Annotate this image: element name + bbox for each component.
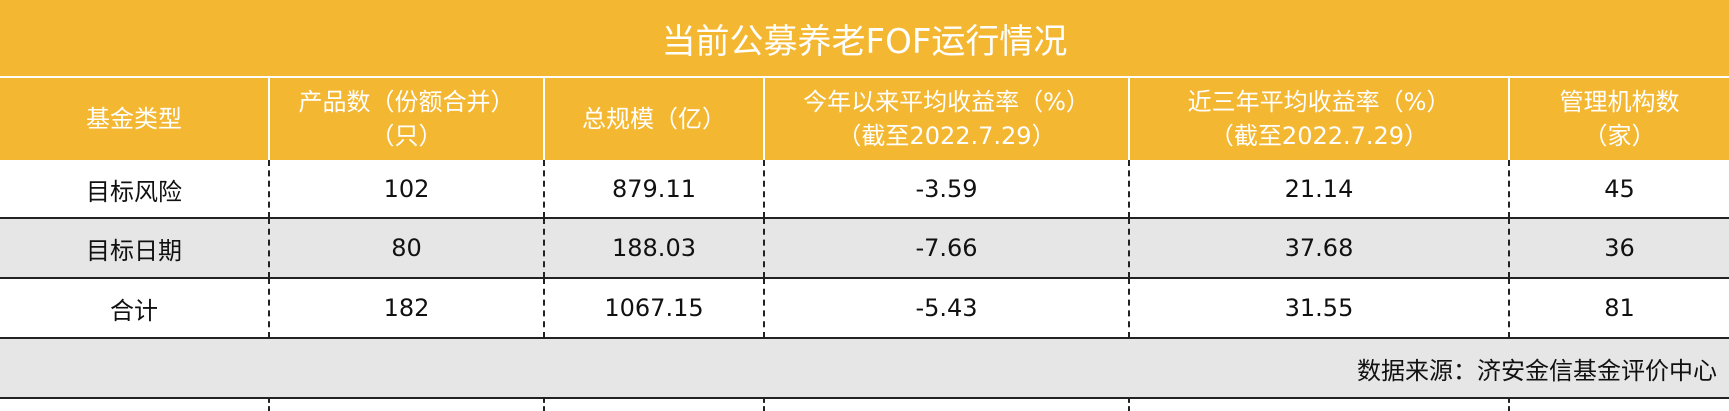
dashed-divider: [1508, 398, 1510, 411]
data-cell: 879.11: [545, 160, 765, 218]
row-line: [0, 337, 1729, 339]
data-cell: 37.68: [1130, 218, 1510, 278]
dashed-divider: [763, 398, 765, 411]
data-cell: 81: [1510, 278, 1729, 338]
dashed-divider: [543, 398, 545, 411]
source-note: 数据来源：济安金信基金评价中心: [0, 338, 1729, 398]
data-cell: 102: [270, 160, 545, 218]
header-line: 近三年平均收益率（%）: [1187, 88, 1451, 116]
dashed-divider: [268, 398, 270, 411]
header-cell: 今年以来平均收益率（%） （截至2022.7.29）: [765, 78, 1130, 160]
data-cell: 80: [270, 218, 545, 278]
data-cell: 目标风险: [0, 160, 270, 218]
header-cell: 管理机构数 （家）: [1510, 78, 1729, 160]
header-line: 基金类型: [86, 105, 182, 133]
header-line: 今年以来平均收益率（%）: [803, 88, 1090, 116]
header-line: （只）: [370, 122, 443, 150]
data-cell: 45: [1510, 160, 1729, 218]
header-cell: 近三年平均收益率（%） （截至2022.7.29）: [1130, 78, 1510, 160]
table-title: 当前公募养老FOF运行情况: [0, 0, 1729, 78]
header-cell: 产品数（份额合并） （只）: [270, 78, 545, 160]
data-cell: 188.03: [545, 218, 765, 278]
data-cell: -5.43: [765, 278, 1130, 338]
data-cell: -3.59: [765, 160, 1130, 218]
dashed-divider: [1128, 398, 1130, 411]
header-line: 产品数（份额合并）: [298, 88, 515, 116]
row-line: [0, 217, 1729, 219]
header-line: 管理机构数: [1559, 88, 1680, 116]
header-line: 总规模（亿）: [582, 105, 726, 133]
header-cell: 基金类型: [0, 78, 270, 160]
data-cell: -7.66: [765, 218, 1130, 278]
header-line: （截至2022.7.29）: [837, 122, 1056, 150]
data-cell: 31.55: [1130, 278, 1510, 338]
row-line: [0, 277, 1729, 279]
data-cell: 目标日期: [0, 218, 270, 278]
header-line: （家）: [1583, 122, 1656, 150]
header-cell: 总规模（亿）: [545, 78, 765, 160]
data-cell: 合计: [0, 278, 270, 338]
data-cell: 21.14: [1130, 160, 1510, 218]
row-line: [0, 397, 1729, 399]
data-cell: 182: [270, 278, 545, 338]
data-cell: 1067.15: [545, 278, 765, 338]
header-line: （截至2022.7.29）: [1209, 122, 1429, 150]
data-cell: 36: [1510, 218, 1729, 278]
